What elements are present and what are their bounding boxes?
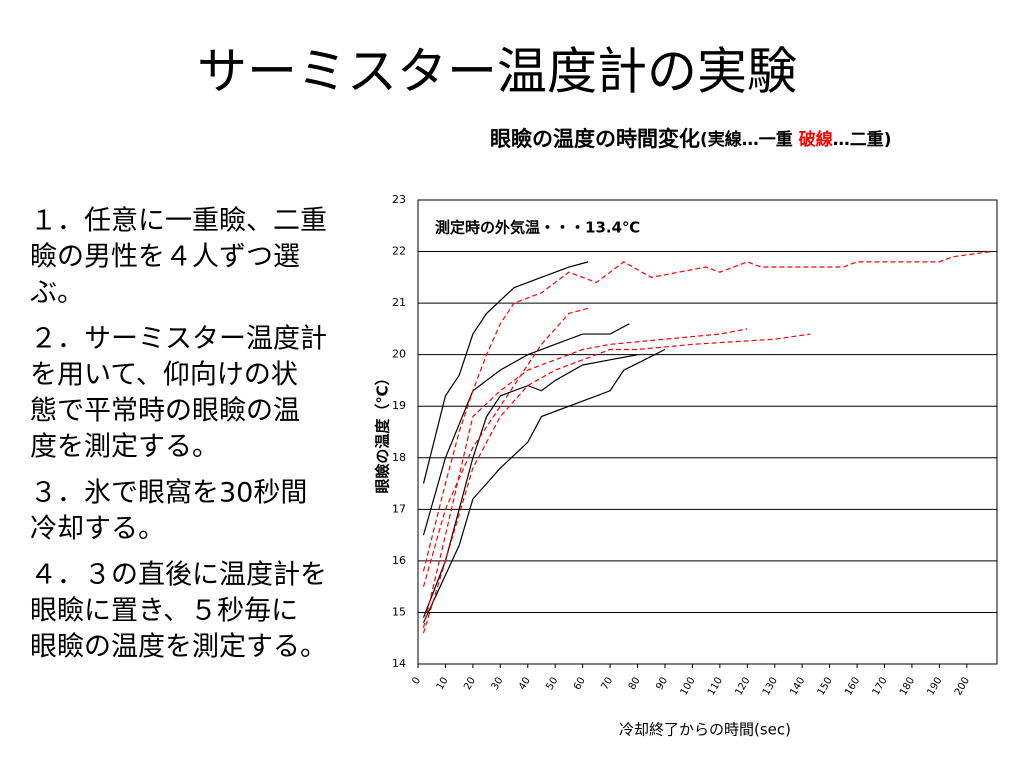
step-line: 態で平常時の眼瞼の温 [30,396,300,427]
x-axis-label: 冷却終了からの時間(sec) [619,721,791,739]
x-tick-label: 200 [953,676,972,698]
x-tick-label: 50 [545,676,561,693]
step-line: 冷却する。 [30,514,165,545]
y-tick-label: 17 [392,502,406,515]
step-line: 眼瞼の温度を測定する。 [30,632,327,663]
slide-title: サーミスター温度計の実験 [197,43,797,101]
x-tick-label: 10 [435,676,451,693]
series-line [422,250,992,572]
step-line: を用いて、仰向けの状 [30,360,298,391]
y-tick-label: 21 [392,296,406,309]
step-line: ぶ。 [30,278,84,309]
y-tick-label: 15 [392,605,406,618]
x-tick-label: 20 [462,676,478,693]
series-line [422,328,748,629]
annotation: 測定時の外気温・・・13.4℃ [435,219,640,237]
x-tick-label: 130 [761,676,780,698]
chart-title-main: 眼瞼の温度の時間変化 [490,127,700,151]
step-line: １．任意に一重瞼、二重 [30,206,327,237]
series-line [422,307,589,587]
step-line: ２．サーミスター温度計 [30,324,327,355]
step-line: ３．氷で眼窩を30秒間 [30,478,307,509]
series-line [422,348,666,624]
x-tick-label: 120 [733,676,752,698]
x-tick-label: 0 [410,676,423,687]
x-tick-label: 180 [898,676,917,698]
x-tick-label: 170 [871,676,890,698]
subtitle: …二重) [833,129,892,150]
step-line: 度を測定する。 [30,432,219,463]
subtitle: (実線…一重 [700,129,799,150]
x-tick-label: 110 [706,676,725,698]
x-tick-label: 40 [517,676,533,693]
y-axis-label: 眼瞼の温度（℃） [374,370,392,493]
series-line [422,333,811,634]
x-tick-label: 160 [843,676,862,698]
x-tick-label: 30 [490,676,506,693]
y-tick-label: 16 [392,554,406,567]
series-line [422,323,630,536]
x-tick-label: 140 [788,676,807,698]
x-tick-label: 150 [816,676,835,698]
chart-title: 眼瞼の温度の時間変化(実線…一重 破線…二重) [490,127,891,151]
subtitle: 破線 [799,129,833,150]
series-line [422,261,589,484]
plot-frame [417,199,998,665]
x-tick-label: 60 [572,676,588,693]
x-tick-label: 190 [925,676,944,698]
y-tick-label: 20 [392,348,406,361]
x-tick-label: 80 [627,676,643,693]
step-line: 眼瞼に置き、５秒毎に [30,596,298,627]
y-tick-label: 18 [392,451,406,464]
y-tick-label: 23 [392,193,406,206]
x-tick-label: 100 [679,676,698,698]
series-line [422,354,638,618]
step-line: ４．３の直後に温度計を [30,560,327,591]
y-tick-label: 19 [392,399,406,412]
step-line: 瞼の男性を４人ずつ選 [30,242,300,273]
y-tick-label: 14 [392,657,406,670]
x-tick-label: 90 [654,676,670,693]
y-tick-label: 22 [392,245,406,258]
x-tick-label: 70 [599,676,615,693]
